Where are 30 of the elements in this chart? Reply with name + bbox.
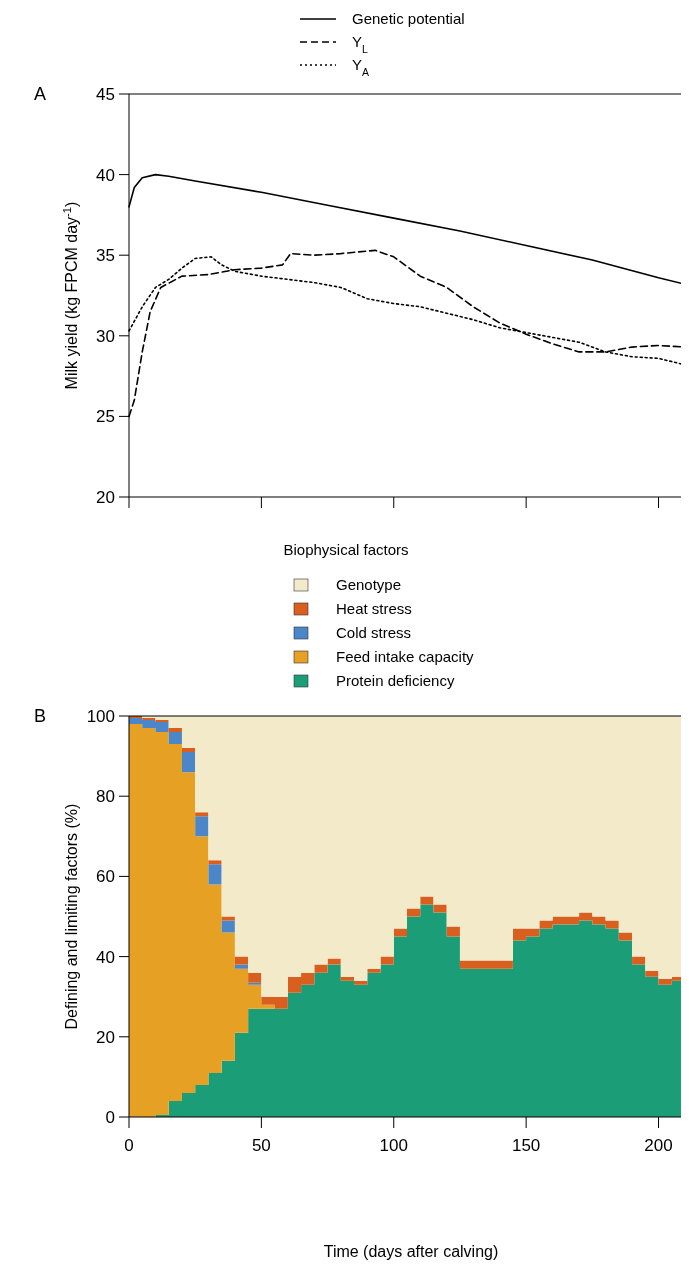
- legend-label: Feed intake capacity: [336, 648, 475, 665]
- legend-label: Genetic potential: [352, 10, 465, 27]
- x-tick-label: 0: [124, 1136, 134, 1155]
- legend-label: Y$_{A}$: [352, 56, 370, 78]
- y-tick-label: 60: [96, 867, 115, 887]
- y-tick-label: 45: [96, 85, 115, 104]
- y-tick-label: 80: [96, 787, 115, 807]
- legend-label: Protein deficiency: [336, 672, 455, 689]
- y-tick-label: 40: [96, 165, 115, 185]
- legend-label: Cold stress: [336, 624, 412, 641]
- legend-label: Genotype: [336, 576, 402, 593]
- chart-title: A: [34, 84, 47, 104]
- x-tick-label: 50: [251, 1136, 271, 1155]
- chart-title: B: [34, 706, 47, 726]
- x-tick-label: 150: [511, 1136, 541, 1155]
- legend-label: Heat stress: [336, 600, 412, 617]
- y-tick-label: 20: [96, 1027, 115, 1047]
- y-tick-label: 0: [105, 1108, 115, 1127]
- legend-label: Y$_{L}$: [352, 33, 369, 55]
- x-tick-label: 200: [644, 1136, 673, 1155]
- y-tick-label: 100: [86, 707, 115, 726]
- y-tick-label: 30: [96, 326, 115, 346]
- y-axis-title: Defining and limiting factors (%): [63, 803, 80, 1030]
- x-tick-label: 100: [379, 1136, 408, 1155]
- y-tick-label: 20: [96, 488, 115, 507]
- x-axis-title: Time (days after calving): [323, 1243, 499, 1260]
- y-tick-label: 25: [96, 407, 115, 427]
- y-tick-label: 40: [96, 947, 115, 967]
- legend-title: Biophysical factors: [283, 541, 409, 558]
- y-tick-label: 35: [96, 246, 115, 266]
